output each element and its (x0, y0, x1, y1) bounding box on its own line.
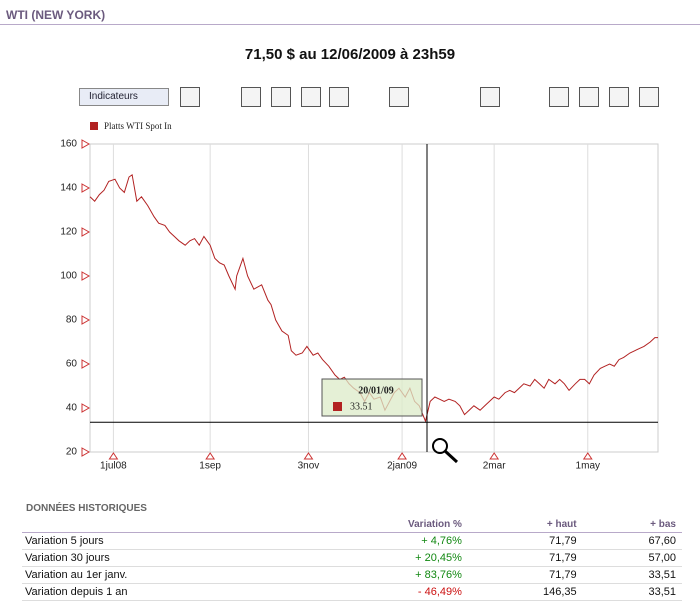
x-tick-mark (397, 452, 408, 460)
table-cell: + 4,76% (302, 532, 468, 550)
ohlc-button[interactable] (639, 87, 659, 107)
y-tick-label: 80 (66, 315, 78, 326)
x-tick-mark (108, 452, 119, 460)
y-tick-mark (81, 359, 91, 369)
column-header: + bas (582, 517, 682, 533)
history-table: Variation % + haut + bas Variation 5 jours +… (22, 517, 682, 601)
y-tick-label: 40 (66, 403, 78, 414)
y-tick-mark (81, 227, 91, 237)
y-tick-label: 20 (66, 447, 78, 458)
candle-button[interactable] (609, 87, 629, 107)
column-header: Variation % (302, 517, 468, 533)
x-tick-mark (489, 452, 500, 460)
table-cell: 146,35 (467, 583, 583, 601)
column-header (22, 517, 303, 533)
table-row: Variation 30 jours + 20,45% 71,79 57,00 (22, 549, 682, 567)
plot-area (89, 143, 659, 453)
y-tick-mark (81, 183, 91, 193)
table-cell: 71,79 (467, 532, 583, 550)
draw-tool[interactable] (271, 87, 291, 107)
table-cell: 33,51 (582, 583, 682, 601)
table-cell: - 46,49% (302, 583, 468, 601)
x-tick-label: 2jan09 (387, 461, 417, 472)
table-cell: 33,51 (582, 566, 682, 584)
x-tick-mark (582, 452, 593, 460)
table-title: DONNÉES HISTORIQUES (26, 503, 147, 514)
y-tick-label: 60 (66, 359, 78, 370)
erase-button[interactable] (389, 87, 409, 107)
x-tick-mark (205, 452, 216, 460)
y-tick-label: 100 (60, 271, 77, 282)
bar-chart-button[interactable] (579, 87, 599, 107)
y-tick-label: 140 (60, 183, 77, 194)
magnifier (443, 449, 459, 464)
y-tick-mark (81, 139, 91, 149)
table-cell: 67,60 (582, 532, 682, 550)
page-title: WTI (NEW YORK) (6, 8, 106, 22)
draw-tool[interactable] (241, 87, 261, 107)
legend-swatch (90, 122, 98, 130)
table-cell: 71,79 (467, 566, 583, 584)
magnifier (432, 438, 448, 454)
x-tick-label: 1jul08 (100, 461, 127, 472)
y-tick-label: 120 (60, 227, 77, 238)
table-cell: 71,79 (467, 549, 583, 567)
x-tick-label: 2mar (483, 461, 506, 472)
divider (0, 24, 700, 25)
y-tick-mark (81, 447, 91, 457)
x-tick-label: 1may (576, 461, 600, 472)
table-cell: + 20,45% (302, 549, 468, 567)
x-tick-mark (303, 452, 314, 460)
draw-tool[interactable] (329, 87, 349, 107)
tooltip-swatch (333, 402, 342, 411)
line-chart-button[interactable] (549, 87, 569, 107)
y-tick-mark (81, 403, 91, 413)
price-line: 71,50 $ au 12/06/2009 à 23h59 (244, 46, 456, 63)
y-tick-mark (81, 315, 91, 325)
table-row: Variation au 1er janv. + 83,76% 71,79 33,51 (22, 566, 682, 584)
y-tick-label: 160 (60, 139, 77, 150)
zoom-button[interactable] (180, 87, 200, 107)
x-tick-label: 3nov (298, 461, 320, 472)
table-cell: Variation 30 jours (22, 549, 303, 567)
table-row: Variation 5 jours + 4,76% 71,79 67,60 (22, 532, 682, 550)
chart: 20 40 60 80 100 120 140 160 1jul08 1sep 3nov 2jan09… (60, 121, 659, 472)
tooltip-value: 33.51 (350, 401, 373, 412)
y-tick-mark (81, 271, 91, 281)
table-cell: Variation au 1er janv. (22, 566, 303, 584)
table-cell: Variation 5 jours (22, 532, 303, 550)
table-cell: Variation depuis 1 an (22, 583, 303, 601)
indicators-button[interactable]: Indicateurs (79, 88, 169, 106)
tooltip-date: 20/01/09 (358, 385, 394, 396)
legend-label: Platts WTI Spot In (104, 121, 172, 131)
x-tick-label: 1sep (199, 461, 221, 472)
draw-tool[interactable] (301, 87, 321, 107)
table-cell: 57,00 (582, 549, 682, 567)
table-row: Variation depuis 1 an - 46,49% 146,35 33,51 (22, 583, 682, 601)
print-button[interactable] (480, 87, 500, 107)
table-cell: + 83,76% (302, 566, 468, 584)
column-header: + haut (467, 517, 583, 533)
